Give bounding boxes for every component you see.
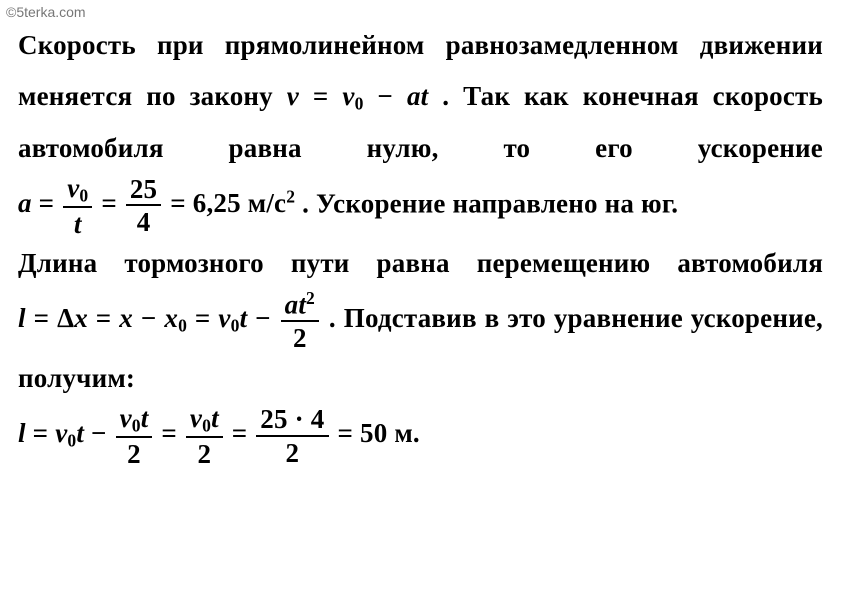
p1-text-c: . Ускорение направлено на юг.: [302, 188, 678, 218]
eq2-eq3: = 6,25 м/с: [170, 188, 286, 218]
eq2-num1-0: 0: [79, 185, 88, 205]
eq1-eq: =: [299, 81, 342, 111]
eq4-eq1: =: [26, 418, 56, 448]
eq3-eq3: =: [187, 303, 218, 333]
eq2-den1: t: [63, 208, 92, 238]
eq4-num2-v: v: [190, 403, 202, 433]
equation-4: l = v0t − v0t 2 = v0t 2 = 25 · 4 2 = 50 …: [18, 404, 823, 468]
eq3-v0sub: 0: [231, 316, 240, 336]
eq3-num-sq: 2: [306, 288, 315, 308]
eq4-eq3: =: [232, 418, 255, 448]
eq2-num2: 25: [126, 175, 161, 206]
eq1-sub0: 0: [355, 94, 364, 114]
eq4-num1-t: t: [141, 403, 149, 433]
eq4-frac2: v0t 2: [186, 404, 223, 468]
eq3-num-t: t: [298, 290, 306, 320]
paragraph-2: Длина тормозного пути равна перемещению …: [18, 238, 823, 404]
p2-text-a: Длина тормозного пути равна перемещению …: [18, 248, 823, 278]
eq4-num1-v: v: [120, 403, 132, 433]
paragraph-1: Скорость при прямолинейном равнозамедлен…: [18, 6, 823, 238]
watermark: ©5terka.com: [6, 4, 86, 20]
eq3-v0: v: [218, 303, 230, 333]
eq2-eq2: =: [101, 188, 124, 218]
eq3-x: x: [74, 303, 88, 333]
eq1: v = v0 − at: [287, 81, 442, 111]
eq4: l = v0t − v0t 2 = v0t 2 = 25 · 4 2 = 50 …: [18, 418, 420, 448]
eq3-l: l: [18, 303, 26, 333]
eq4-den3: 2: [256, 437, 328, 467]
eq4-num2-t: t: [211, 403, 219, 433]
eq3-sub0: 0: [178, 316, 187, 336]
eq2-num1-v: v: [67, 173, 79, 203]
eq4-t: t: [76, 418, 84, 448]
eq3-frac: at2 2: [281, 289, 319, 352]
eq4-num2-0: 0: [202, 415, 211, 435]
eq4-eq2: =: [161, 418, 184, 448]
eq3-den: 2: [281, 322, 319, 352]
eq1-t: t: [421, 81, 429, 111]
eq4-eq4: = 50 м.: [337, 418, 419, 448]
eq2: a = v0 t = 25 4 = 6,25 м/с2: [18, 188, 302, 218]
eq3-eq1: = Δ: [26, 303, 75, 333]
eq2-den2: 4: [126, 206, 161, 236]
page: ©5terka.com Скорость при прямолинейном р…: [0, 0, 841, 590]
eq3-x0: x: [164, 303, 178, 333]
eq4-v0: v: [55, 418, 67, 448]
eq3-minus1: −: [133, 303, 164, 333]
eq4-frac1: v0t 2: [116, 404, 153, 468]
eq1-v: v: [287, 81, 299, 111]
eq3-minus2: −: [247, 303, 278, 333]
eq4-den1: 2: [116, 438, 153, 468]
eq3-eq2: =: [88, 303, 119, 333]
eq4-num1-0: 0: [132, 415, 141, 435]
eq3-num-a: a: [285, 290, 299, 320]
eq4-minus: −: [84, 418, 114, 448]
eq4-den2: 2: [186, 438, 223, 468]
eq4-l: l: [18, 418, 26, 448]
eq2-eq1: =: [32, 188, 62, 218]
eq4-v0sub: 0: [67, 431, 76, 451]
eq1-minus: −: [364, 81, 407, 111]
eq3-x2: x: [119, 303, 133, 333]
eq3: l = Δx = x − x0 = v0t − at2 2: [18, 303, 329, 333]
eq1-v0: v: [342, 81, 354, 111]
eq2-frac1: v0 t: [63, 174, 92, 238]
eq2-a: a: [18, 188, 32, 218]
eq2-sq: 2: [286, 187, 295, 207]
eq4-num3: 25 · 4: [256, 405, 328, 436]
eq1-a: a: [407, 81, 421, 111]
eq4-frac3: 25 · 4 2: [256, 405, 328, 467]
eq2-frac2: 25 4: [126, 175, 161, 237]
